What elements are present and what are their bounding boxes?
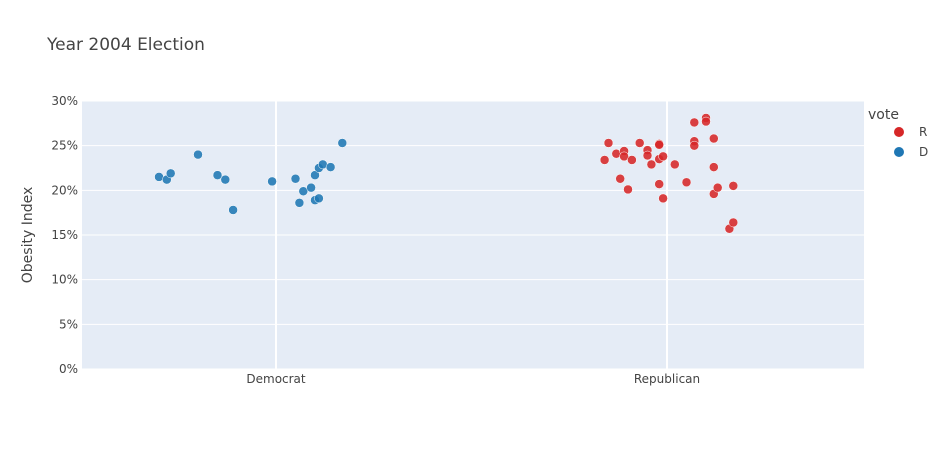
- data-point-r: [689, 117, 700, 128]
- chart-title: Year 2004 Election: [46, 35, 205, 55]
- y-tick-label: 15%: [51, 228, 78, 242]
- data-point-d: [325, 162, 336, 172]
- data-point-r: [646, 159, 657, 170]
- y-tick-label: 20%: [51, 183, 78, 197]
- data-point-d: [228, 205, 238, 215]
- data-point-r: [681, 177, 692, 188]
- y-tick-label: 5%: [59, 317, 78, 331]
- legend: vote RD: [868, 107, 928, 159]
- data-point-d: [290, 173, 301, 184]
- x-tick-labels: Democrat Republican: [246, 372, 700, 386]
- data-point-r: [654, 140, 664, 150]
- data-point-r: [709, 133, 719, 144]
- legend-label-r: R: [919, 125, 927, 139]
- data-point-r: [728, 217, 739, 228]
- y-tick-label: 0%: [59, 362, 78, 376]
- legend-marker-d: [894, 147, 904, 157]
- y-tick-label: 10%: [51, 273, 78, 287]
- y-axis-label: Obesity Index: [20, 187, 36, 283]
- data-point-r: [623, 184, 633, 195]
- data-points: [154, 113, 739, 234]
- data-point-d: [267, 176, 277, 187]
- data-point-r: [689, 140, 700, 151]
- data-point-r: [634, 138, 645, 148]
- legend-marker-r: [894, 127, 904, 137]
- data-point-d: [314, 193, 324, 204]
- data-point-d: [306, 182, 316, 193]
- data-point-r: [658, 193, 668, 204]
- data-point-r: [615, 173, 625, 184]
- data-point-r: [728, 181, 739, 191]
- grid-layer: [82, 100, 864, 370]
- data-point-d: [165, 168, 176, 179]
- data-point-r: [619, 151, 629, 162]
- data-point-d: [294, 198, 305, 208]
- data-point-d: [220, 174, 231, 185]
- legend-label-d: D: [919, 145, 928, 159]
- legend-title: vote: [868, 107, 899, 123]
- data-point-r: [654, 179, 664, 189]
- data-point-d: [193, 149, 203, 160]
- data-point-r: [701, 116, 711, 127]
- data-point-r: [670, 159, 680, 170]
- data-point-d: [212, 170, 223, 180]
- data-point-r: [712, 182, 723, 193]
- data-point-r: [603, 138, 614, 148]
- data-point-r: [658, 151, 668, 162]
- data-point-r: [642, 150, 653, 161]
- data-point-r: [599, 155, 610, 165]
- x-tick-label: Republican: [634, 372, 700, 386]
- data-point-d: [337, 138, 348, 148]
- data-point-d: [298, 186, 309, 196]
- y-tick-label: 25%: [51, 139, 78, 153]
- y-tick-labels: 0% 5% 10% 15% 20% 25% 30%: [51, 94, 78, 376]
- data-point-r: [627, 155, 637, 165]
- x-tick-label: Democrat: [246, 372, 306, 386]
- data-point-r: [709, 162, 719, 172]
- y-tick-label: 30%: [51, 94, 78, 108]
